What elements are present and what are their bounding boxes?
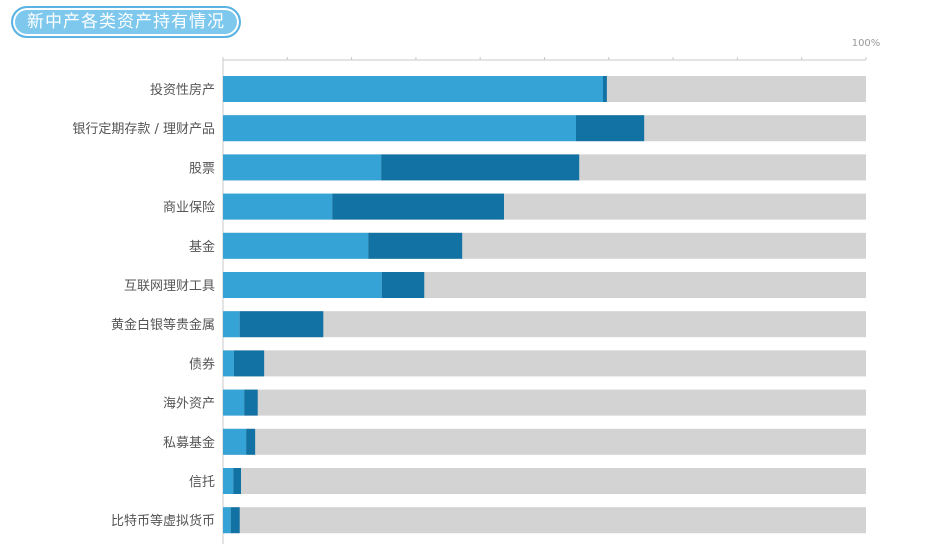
bar-segment-2 (576, 115, 645, 142)
bar-background (223, 507, 866, 534)
bar-segment-2 (603, 76, 607, 102)
bar-segment-1 (223, 350, 234, 377)
category-label: 黄金白银等贵金属 (111, 317, 215, 333)
bars (223, 76, 866, 534)
bar-segment-1 (223, 389, 245, 416)
bar-segment-1 (223, 468, 234, 494)
bar-segment-2 (381, 272, 425, 298)
category-label: 银行定期存款 / 理财产品 (72, 122, 215, 137)
bar-segment-2 (368, 232, 463, 259)
bar-segment-2 (230, 507, 240, 534)
bar-segment-2 (244, 389, 258, 416)
category-label: 信托 (189, 475, 215, 490)
bar-segment-2 (332, 193, 504, 220)
category-label: 海外资产 (163, 397, 215, 412)
x-tick-label: 100% (852, 38, 881, 49)
category-label: 基金 (189, 239, 215, 255)
bar-background (223, 428, 866, 455)
category-label: 投资性房产 (150, 82, 215, 98)
bar-segment-1 (223, 272, 382, 298)
category-label: 债券 (189, 356, 215, 372)
bar-segment-1 (223, 507, 231, 534)
bar-background (223, 468, 866, 494)
chart-title: 新中产各类资产持有情况 (11, 6, 241, 38)
bar-background (223, 311, 866, 338)
bar-segment-1 (223, 76, 604, 102)
category-label: 互联网理财工具 (124, 279, 215, 294)
category-label: 商业保险 (163, 201, 215, 216)
bar-segment-2 (239, 311, 324, 338)
bar-segment-2 (233, 468, 242, 494)
bar-segment-1 (223, 311, 240, 338)
bar-background (223, 389, 866, 416)
bar-segment-2 (233, 350, 265, 377)
bar-segment-1 (223, 115, 577, 142)
category-label: 私募基金 (163, 435, 215, 451)
category-label: 股票 (189, 161, 215, 176)
bar-segment-2 (246, 428, 256, 455)
category-label: 比特币等虚拟货币 (111, 513, 215, 529)
bar-segment-1 (223, 154, 382, 181)
bar-segment-2 (381, 154, 580, 181)
bar-segment-1 (223, 232, 369, 259)
bar-segment-1 (223, 428, 247, 455)
bar-background (223, 350, 866, 377)
bar-segment-1 (223, 193, 333, 220)
